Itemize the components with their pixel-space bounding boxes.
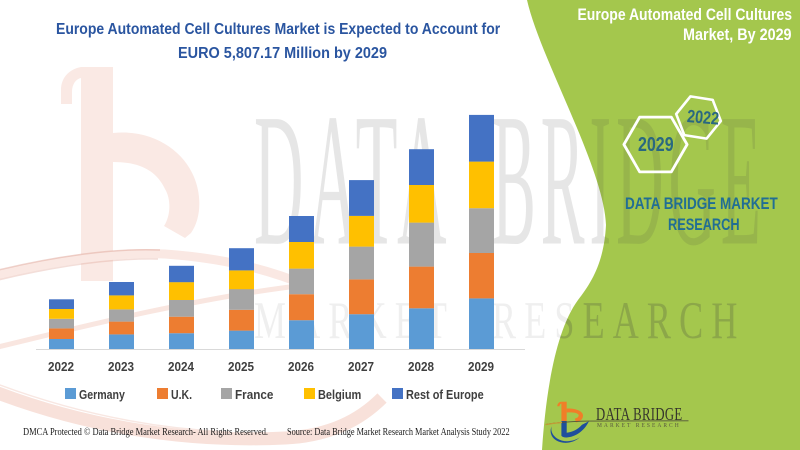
svg-text:MARKET RESEARCH: MARKET RESEARCH [254, 291, 746, 349]
svg-text:BRIDGE: BRIDGE [492, 74, 766, 285]
